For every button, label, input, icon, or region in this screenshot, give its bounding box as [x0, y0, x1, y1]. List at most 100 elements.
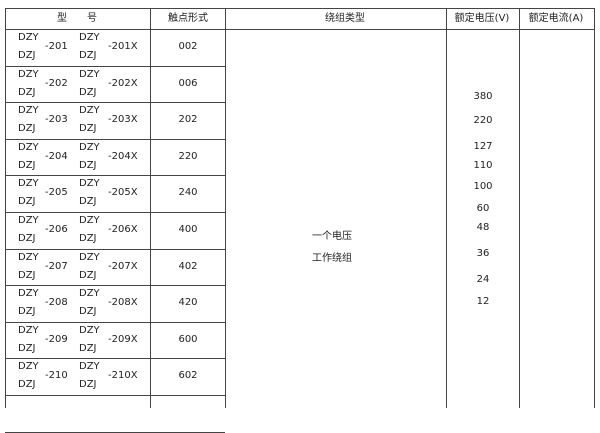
model-prefix-bottom: DZJ — [79, 86, 97, 98]
contact-form: 600 — [178, 333, 198, 345]
model-prefix-top: DZY — [18, 288, 39, 300]
rated-voltage: 100 — [473, 181, 493, 192]
model-prefix-bottom: DZJ — [79, 50, 97, 61]
model-prefix-bottom: DZJ — [18, 342, 36, 354]
model-prefix-bottom: DZJ — [18, 196, 36, 208]
model-prefix-top: DZY — [79, 141, 100, 153]
header-current: 额定电流(A) — [528, 13, 584, 24]
model-prefix-top: DZY — [18, 251, 39, 263]
model-prefix-bottom: DZJ — [18, 233, 36, 244]
contact-form: 602 — [178, 370, 198, 382]
model-prefix-bottom: DZJ — [79, 379, 97, 391]
model-prefix-bottom: DZJ — [79, 269, 97, 281]
contact-form: 006 — [178, 77, 198, 89]
contact-form: 002 — [178, 41, 198, 52]
column-divider — [150, 8, 151, 408]
rated-voltage: 127 — [473, 141, 493, 152]
model-prefix-top: DZY — [79, 68, 100, 80]
model-prefix-top: DZY — [18, 68, 39, 80]
contact-form: 400 — [178, 224, 198, 235]
rated-voltage: 380 — [473, 91, 493, 102]
column-divider — [446, 8, 447, 408]
row-divider — [5, 138, 225, 140]
model-number: -202 — [45, 77, 68, 89]
column-divider — [225, 8, 226, 408]
model-prefix-bottom: DZJ — [18, 306, 36, 318]
model-number: -203 — [45, 114, 68, 126]
model-number: -209 — [45, 333, 68, 345]
column-divider — [594, 8, 595, 408]
model-prefix-bottom: DZJ — [79, 196, 97, 208]
row-divider — [5, 395, 225, 396]
model-number: -204 — [45, 150, 68, 162]
rated-voltage: 36 — [476, 248, 490, 259]
model-prefix-bottom: DZJ — [79, 123, 97, 135]
row-divider — [5, 285, 225, 287]
model-number: -208 — [45, 297, 68, 309]
contact-form: 220 — [178, 150, 198, 162]
header-voltage: 额定电压(V) — [454, 13, 510, 24]
model-prefix-top: DZY — [18, 324, 39, 336]
model-prefix-bottom: DZJ — [79, 306, 97, 318]
rated-voltage: 110 — [473, 160, 493, 171]
model-prefix-top: DZY — [79, 32, 100, 43]
model-prefix-top: DZY — [18, 178, 39, 190]
row-divider — [5, 358, 225, 360]
model-number-x: -203X — [108, 114, 138, 126]
model-number: -210 — [45, 370, 68, 382]
model-prefix-bottom: DZJ — [18, 159, 36, 171]
model-number-x: -207X — [108, 260, 138, 272]
model-number-x: -210X — [108, 370, 138, 382]
model-number-x: -201X — [108, 41, 138, 52]
model-number-x: -204X — [108, 150, 138, 162]
model-prefix-top: DZY — [79, 324, 100, 336]
row-divider — [5, 175, 225, 177]
winding-type-line2: 工作绕组 — [312, 253, 352, 264]
model-number-x: -202X — [108, 77, 138, 89]
model-number-x: -205X — [108, 187, 138, 199]
rated-voltage: 220 — [473, 115, 493, 126]
row-divider — [5, 321, 225, 323]
row-divider — [5, 102, 225, 104]
model-prefix-bottom: DZJ — [18, 123, 36, 135]
model-prefix-top: DZY — [18, 105, 39, 117]
model-number: -205 — [45, 187, 68, 199]
row-divider — [5, 248, 225, 250]
model-prefix-bottom: DZJ — [18, 269, 36, 281]
model-prefix-top: DZY — [18, 215, 39, 226]
table-top-border — [5, 8, 594, 9]
model-prefix-top: DZY — [18, 361, 39, 373]
column-divider — [519, 8, 520, 408]
model-prefix-top: DZY — [79, 288, 100, 300]
rated-voltage: 60 — [476, 203, 490, 214]
model-number: -207 — [45, 260, 68, 272]
row-divider — [5, 212, 225, 213]
header-winding: 绕组类型 — [325, 13, 365, 24]
rated-voltage: 48 — [476, 222, 490, 233]
model-number-x: -208X — [108, 297, 138, 309]
model-prefix-bottom: DZJ — [79, 159, 97, 171]
header-bottom-border — [5, 29, 594, 30]
header-contact: 触点形式 — [168, 13, 208, 24]
contact-form: 402 — [178, 260, 198, 272]
row-divider — [5, 65, 225, 67]
contact-form: 240 — [178, 187, 198, 199]
model-number: -201 — [45, 41, 68, 52]
rated-voltage: 12 — [476, 296, 490, 307]
model-prefix-top: DZY — [79, 105, 100, 117]
model-prefix-top: DZY — [18, 141, 39, 153]
contact-form: 420 — [178, 297, 198, 309]
header-model: 型 号 — [57, 13, 97, 24]
model-prefix-bottom: DZJ — [18, 379, 36, 391]
column-divider — [5, 8, 6, 408]
model-prefix-bottom: DZJ — [79, 342, 97, 354]
row-divider — [5, 431, 225, 433]
model-number-x: -206X — [108, 224, 138, 235]
model-number-x: -209X — [108, 333, 138, 345]
model-prefix-bottom: DZJ — [18, 86, 36, 98]
model-number: -206 — [45, 224, 68, 235]
relay-spec-table: 型 号 触点形式 绕组类型 额定电压(V) 额定电流(A) DZY DZJ -201 DZY DZ… — [5, 8, 595, 433]
model-prefix-top: DZY — [79, 215, 100, 226]
model-prefix-top: DZY — [79, 251, 100, 263]
model-prefix-top: DZY — [79, 361, 100, 373]
